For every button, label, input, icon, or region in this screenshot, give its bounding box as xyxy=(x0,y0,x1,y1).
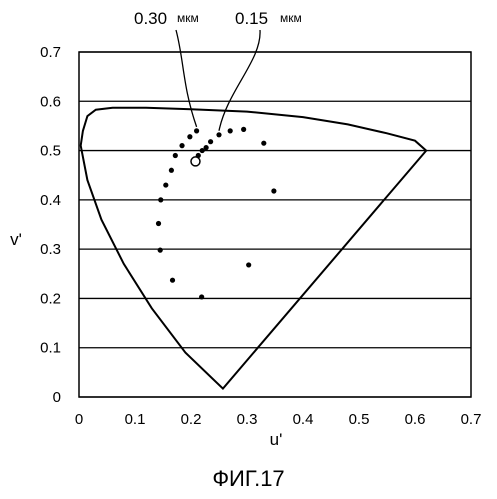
annotation-leader-1 xyxy=(219,30,260,131)
figure-caption: ФИГ.17 xyxy=(0,466,497,492)
y-axis-label: v' xyxy=(10,230,22,249)
y-tick-label: 0.5 xyxy=(40,143,61,160)
y-tick-labels: 0 0.1 0.2 0.3 0.4 0.5 0.6 0.7 xyxy=(40,44,61,406)
reference-point xyxy=(191,157,200,166)
y-tick-label: 0.3 xyxy=(40,241,61,258)
y-tick-label: 0 xyxy=(53,389,61,406)
chromaticity-chart: 00.10.20.30.40.50.60.7 00.10.20.30.40.50… xyxy=(0,0,497,460)
data-point xyxy=(271,188,276,193)
data-point xyxy=(156,221,161,226)
plot-frame xyxy=(79,52,471,397)
x-tick-label: 0.7 xyxy=(461,411,482,428)
x-tick-label: 0.2 xyxy=(181,411,202,428)
grid-lines xyxy=(79,52,471,397)
y-tick-label: 0.1 xyxy=(40,340,61,357)
annotation-0-unit: мкм xyxy=(177,11,199,25)
data-point xyxy=(204,145,209,150)
data-point xyxy=(216,132,221,137)
data-point xyxy=(241,127,246,132)
data-point xyxy=(158,197,163,202)
annotation-leader-0 xyxy=(176,30,197,127)
data-point xyxy=(228,128,233,133)
y-tick-label: 0.7 xyxy=(40,44,61,61)
x-tick-label: 0.4 xyxy=(293,411,314,428)
data-point xyxy=(179,143,184,148)
data-point xyxy=(173,153,178,158)
x-axis-label: u' xyxy=(270,430,283,449)
data-point xyxy=(170,278,175,283)
x-tick-label: 0.3 xyxy=(237,411,258,428)
data-point xyxy=(261,141,266,146)
y-tick-label: 0.6 xyxy=(40,93,61,110)
data-point xyxy=(194,128,199,133)
annotation-1-unit: мкм xyxy=(280,11,302,25)
data-point xyxy=(158,248,163,253)
spectral-locus-outline xyxy=(81,108,427,389)
data-point xyxy=(163,182,168,187)
annotation-leaders xyxy=(176,30,260,131)
annotation-0-value: 0.30 xyxy=(134,9,167,28)
y-tick-label: 0.4 xyxy=(40,192,61,209)
data-point xyxy=(208,139,213,144)
data-point xyxy=(187,134,192,139)
annotation-1-value: 0.15 xyxy=(235,9,268,28)
x-tick-label: 0.5 xyxy=(349,411,370,428)
x-tick-labels: 0 0.1 0.2 0.3 0.4 0.5 0.6 0.7 xyxy=(75,411,482,428)
y-tick-label: 0.2 xyxy=(40,290,61,307)
x-tick-label: 0.6 xyxy=(405,411,426,428)
data-points xyxy=(156,127,277,300)
data-point xyxy=(169,168,174,173)
data-point xyxy=(246,262,251,267)
x-tick-label: 0.1 xyxy=(125,411,146,428)
x-tick-label: 0 xyxy=(75,411,83,428)
data-point xyxy=(199,294,204,299)
